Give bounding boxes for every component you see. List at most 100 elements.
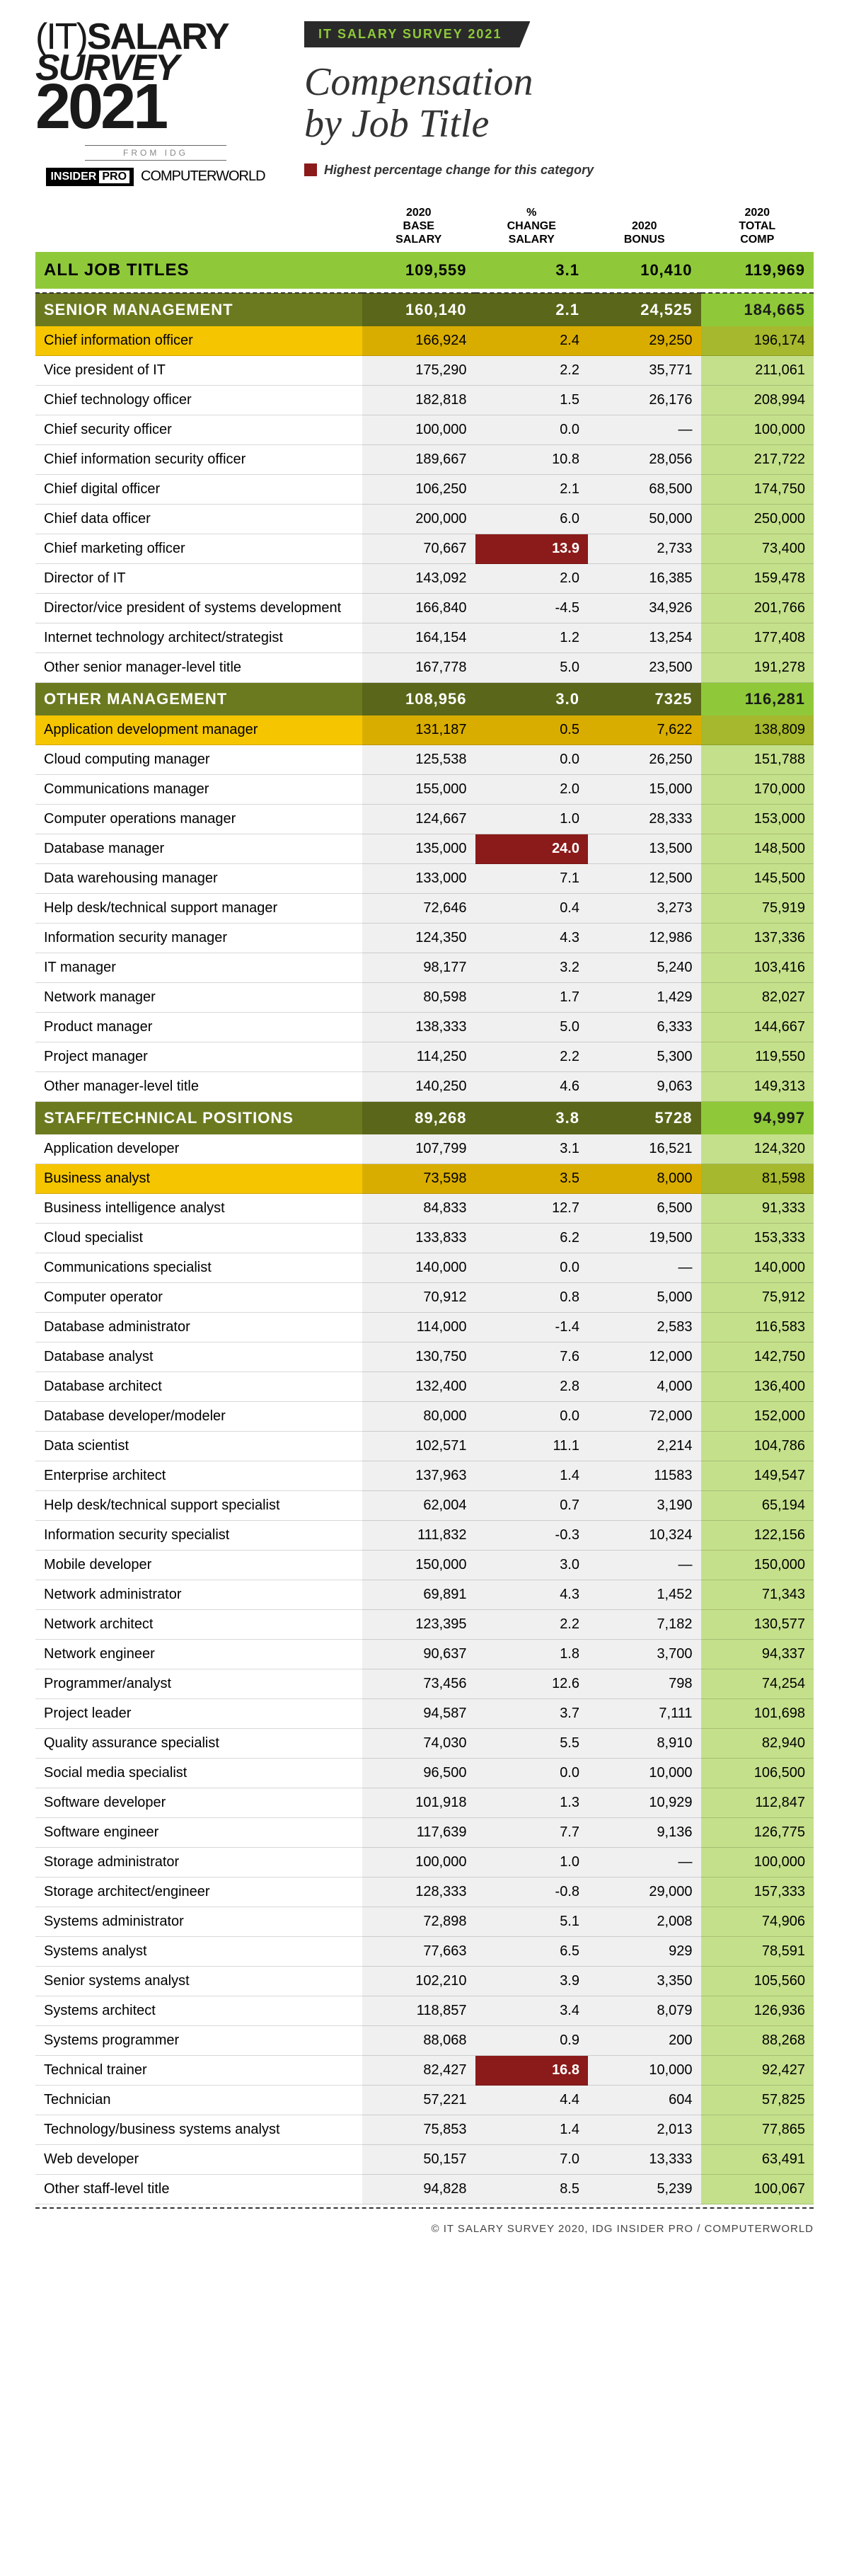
table-row: Network manager80,5981.71,42982,027 (35, 983, 814, 1013)
row-value: 144,667 (701, 1013, 814, 1042)
legend-box-icon (304, 163, 317, 176)
row-label: Cloud specialist (35, 1224, 362, 1253)
col-header (35, 200, 362, 253)
row-label: Systems programmer (35, 2026, 362, 2056)
row-value: 26,176 (588, 386, 701, 415)
row-label: Database developer/modeler (35, 1402, 362, 1432)
row-value: 2.0 (475, 775, 589, 805)
row-label: Technology/business systems analyst (35, 2115, 362, 2145)
row-value: 7,182 (588, 1610, 701, 1640)
row-value: 77,865 (701, 2115, 814, 2145)
row-value: 7325 (588, 683, 701, 716)
row-label: IT manager (35, 953, 362, 983)
row-value: 70,667 (362, 534, 475, 564)
row-value: 101,918 (362, 1788, 475, 1818)
row-value: 3.8 (475, 1102, 589, 1135)
row-value: 72,646 (362, 894, 475, 924)
page: (IT)SALARY SURVEY 2021 FROM IDG INSIDER … (0, 0, 849, 2263)
table-row: Storage architect/engineer128,333-0.829,… (35, 1878, 814, 1907)
table-row: Web developer50,1577.013,33363,491 (35, 2145, 814, 2175)
row-label: Database administrator (35, 1313, 362, 1342)
row-value: 82,027 (701, 983, 814, 1013)
table-row: Chief marketing officer70,66713.92,73373… (35, 534, 814, 564)
row-value: 201,766 (701, 594, 814, 623)
table-row: Network administrator69,8914.31,45271,34… (35, 1580, 814, 1610)
row-value: 73,400 (701, 534, 814, 564)
row-value: 6.5 (475, 1937, 589, 1967)
row-value: 929 (588, 1937, 701, 1967)
row-value: 151,788 (701, 745, 814, 775)
row-value: 70,912 (362, 1283, 475, 1313)
table-row: Systems administrator72,8985.12,00874,90… (35, 1907, 814, 1937)
row-label: Systems administrator (35, 1907, 362, 1937)
table-row: Information security manager124,3504.312… (35, 924, 814, 953)
row-label: Other staff-level title (35, 2175, 362, 2204)
row-value: 88,068 (362, 2026, 475, 2056)
row-value: 100,000 (701, 415, 814, 445)
row-value: 80,000 (362, 1402, 475, 1432)
row-value: 2.2 (475, 356, 589, 386)
row-value: 23,500 (588, 653, 701, 683)
row-value: 94,337 (701, 1640, 814, 1669)
row-label: Technician (35, 2086, 362, 2115)
row-label: Communications specialist (35, 1253, 362, 1283)
row-label: Information security specialist (35, 1521, 362, 1551)
row-value: 63,491 (701, 2145, 814, 2175)
row-label: Network manager (35, 983, 362, 1013)
row-value: 1.3 (475, 1788, 589, 1818)
row-label: Programmer/analyst (35, 1669, 362, 1699)
table-row: Chief technology officer182,8181.526,176… (35, 386, 814, 415)
row-value: 123,395 (362, 1610, 475, 1640)
row-value: 4,000 (588, 1372, 701, 1402)
row-value: 2.1 (475, 475, 589, 505)
survey-tag: IT SALARY SURVEY 2021 (304, 21, 530, 47)
row-value: 130,577 (701, 1610, 814, 1640)
row-label: SENIOR MANAGEMENT (35, 293, 362, 326)
row-value: 0.0 (475, 1253, 589, 1283)
row-value: 3.2 (475, 953, 589, 983)
table-body: ALL JOB TITLES109,5593.110,410119,969 SEN… (35, 252, 814, 2204)
row-value: 152,000 (701, 1402, 814, 1432)
row-value: 74,906 (701, 1907, 814, 1937)
row-value: 2.0 (475, 564, 589, 594)
row-value: 3.0 (475, 683, 589, 716)
row-value: 128,333 (362, 1878, 475, 1907)
row-value: 166,840 (362, 594, 475, 623)
row-value: 12,000 (588, 1342, 701, 1372)
row-value: 96,500 (362, 1759, 475, 1788)
row-label: Help desk/technical support specialist (35, 1491, 362, 1521)
row-label: Social media specialist (35, 1759, 362, 1788)
survey-tag-year: 2021 (468, 27, 502, 41)
from-idg: FROM IDG (85, 145, 226, 161)
row-value: 135,000 (362, 834, 475, 864)
row-value: 28,056 (588, 445, 701, 475)
row-value: 119,969 (701, 252, 814, 289)
row-value: 94,587 (362, 1699, 475, 1729)
row-label: Network administrator (35, 1580, 362, 1610)
row-value: 13,333 (588, 2145, 701, 2175)
row-value: 166,924 (362, 326, 475, 356)
row-value: 1.4 (475, 2115, 589, 2145)
row-value: 88,268 (701, 2026, 814, 2056)
row-value: 2.4 (475, 326, 589, 356)
logo: (IT)SALARY SURVEY 2021 (35, 21, 276, 134)
row-value: 140,000 (701, 1253, 814, 1283)
row-value: 10,410 (588, 252, 701, 289)
table-row: ALL JOB TITLES109,5593.110,410119,969 (35, 252, 814, 289)
row-value: 200 (588, 2026, 701, 2056)
row-value: 114,000 (362, 1313, 475, 1342)
brand-insider-pro: INSIDER PRO (46, 168, 134, 186)
row-value: 7.6 (475, 1342, 589, 1372)
row-value: 2.8 (475, 1372, 589, 1402)
table-row: Communications manager155,0002.015,00017… (35, 775, 814, 805)
row-value: 74,254 (701, 1669, 814, 1699)
page-title: Compensation by Job Title (304, 62, 814, 145)
table-row: Application development manager131,1870.… (35, 715, 814, 745)
row-value: 2,583 (588, 1313, 701, 1342)
row-value: 5728 (588, 1102, 701, 1135)
row-value: 75,919 (701, 894, 814, 924)
row-label: Business analyst (35, 1164, 362, 1194)
row-value: 16,385 (588, 564, 701, 594)
row-value: 65,194 (701, 1491, 814, 1521)
table-row: Database analyst130,7507.612,000142,750 (35, 1342, 814, 1372)
